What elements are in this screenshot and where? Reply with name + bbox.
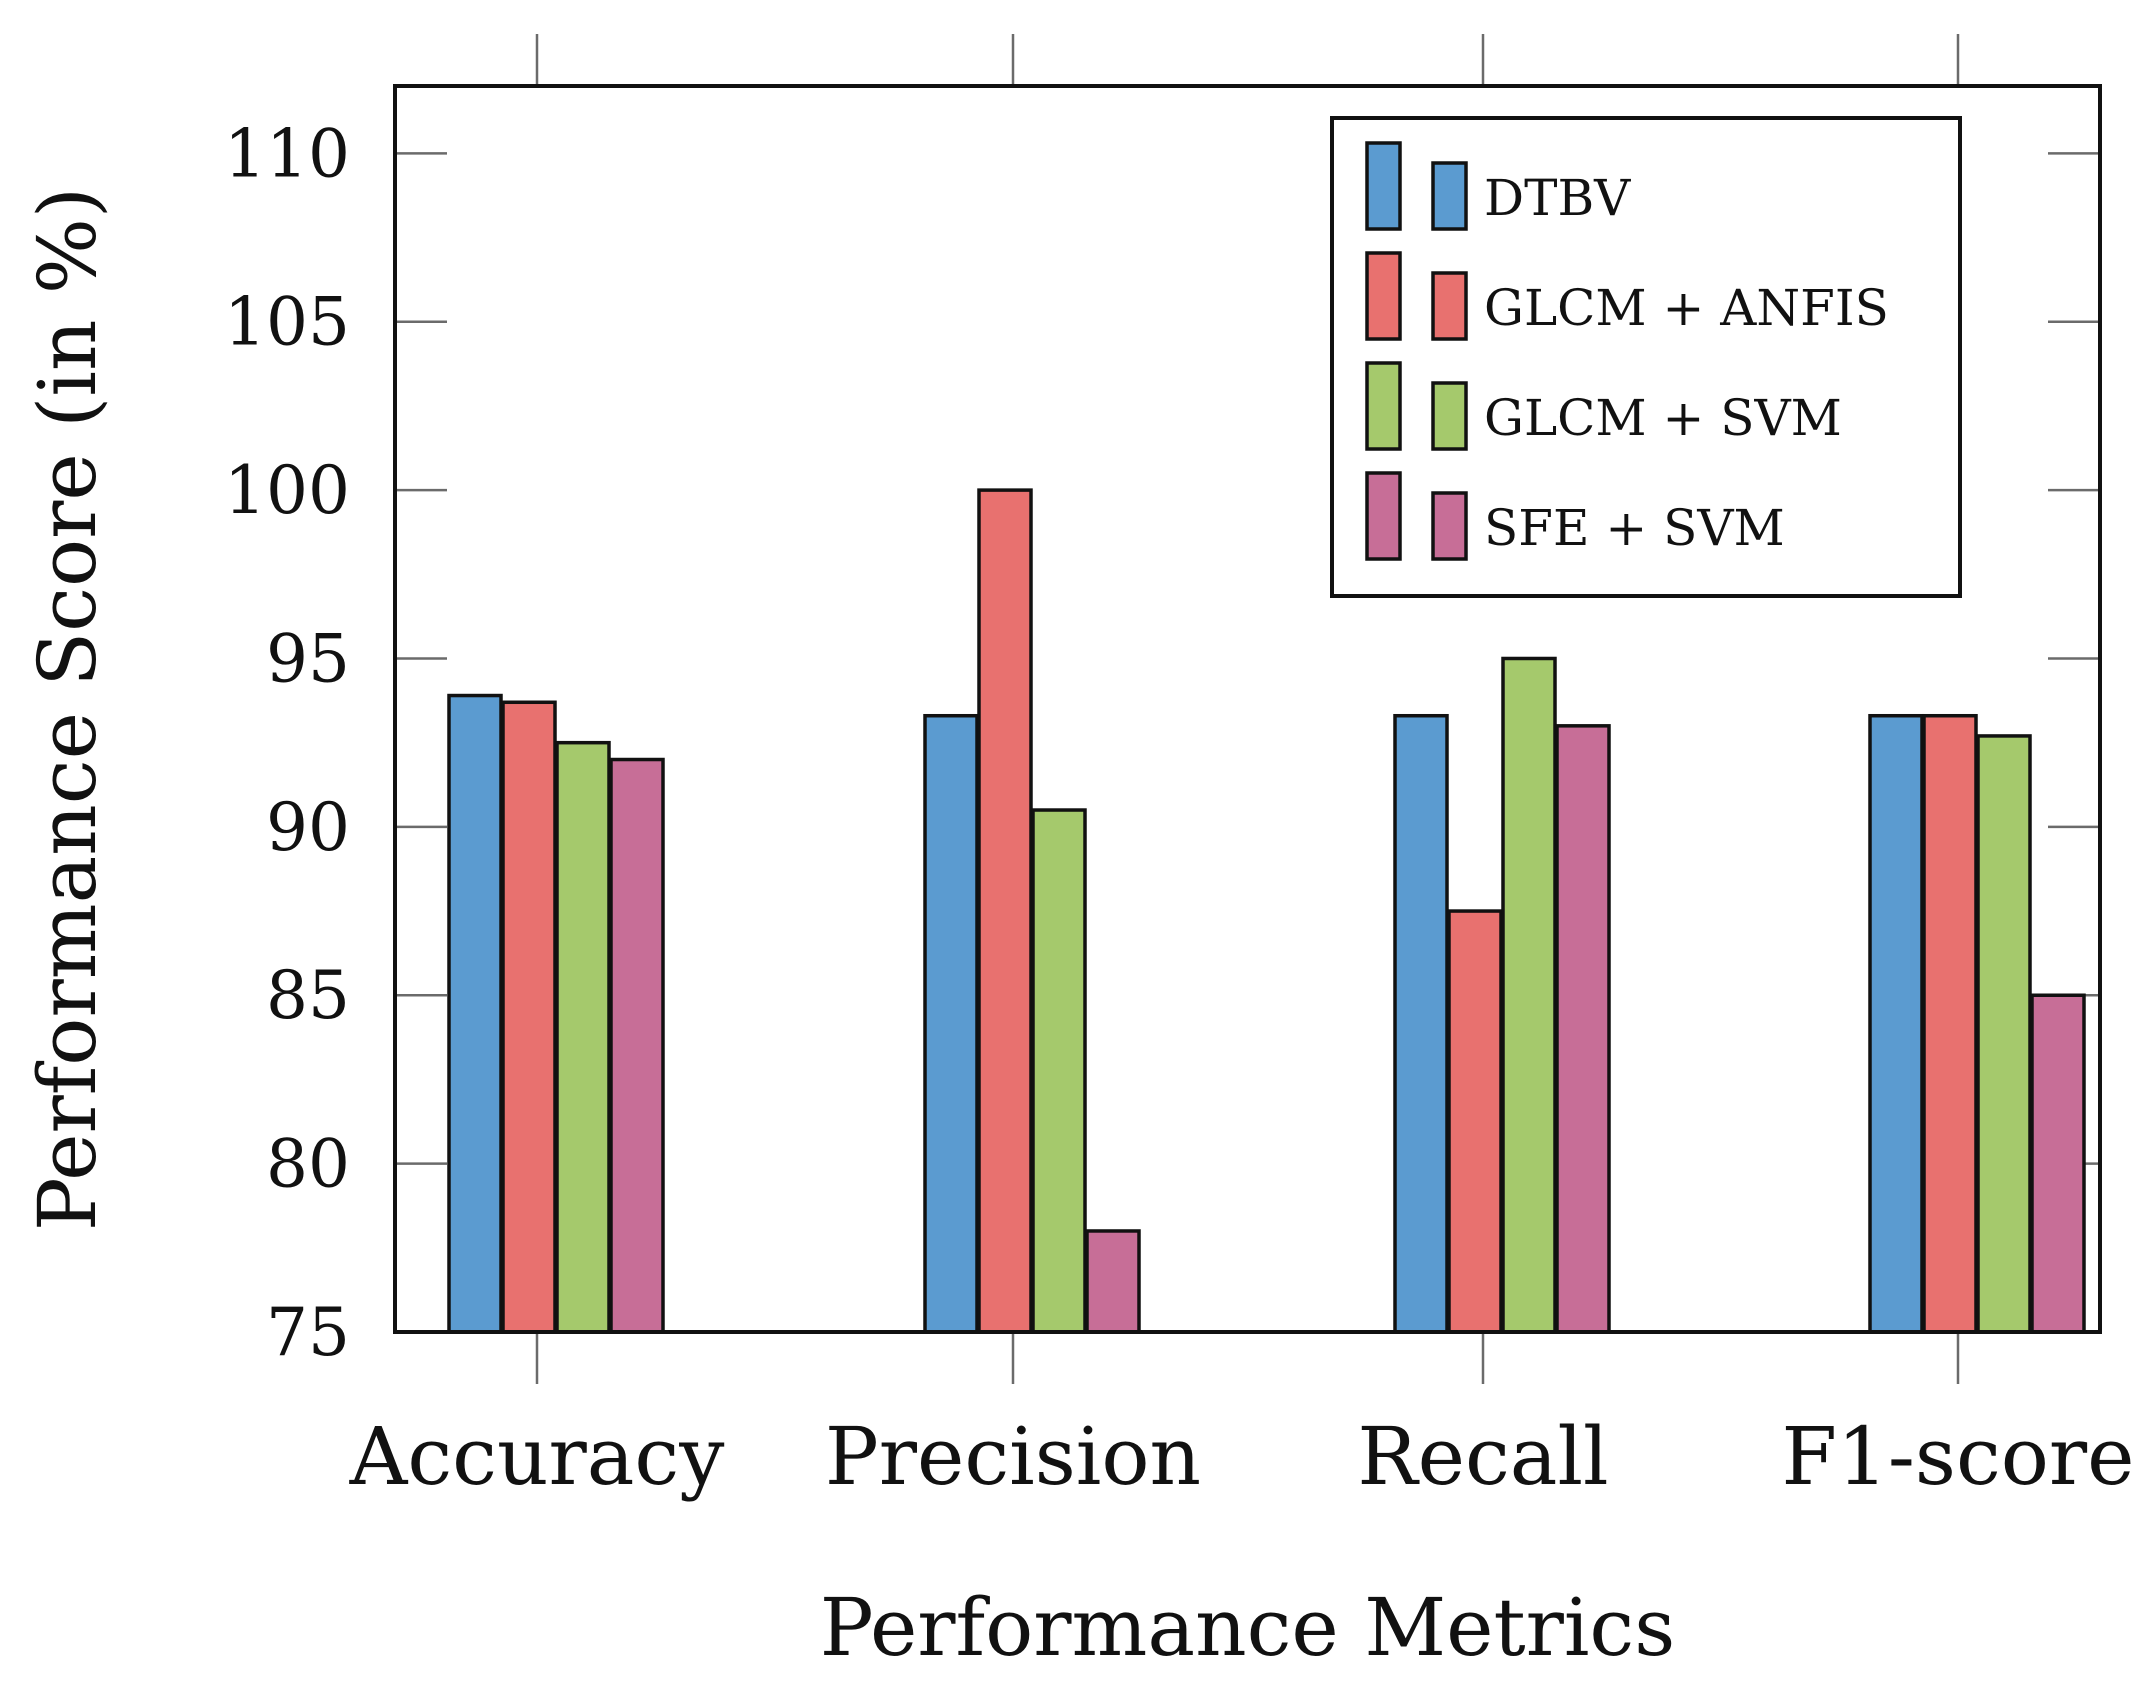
bar-glcm-anfis-accuracy (501, 700, 557, 1334)
bar-dtbv-accuracy (447, 693, 503, 1334)
y-tick-label: 100 (224, 452, 350, 529)
bar-dtbv-precision (923, 713, 979, 1334)
y-tick-label: 95 (266, 620, 350, 697)
bar-sfe-svm-recall (1555, 724, 1611, 1334)
legend-label: GLCM + ANFIS (1484, 279, 1889, 337)
y-tick-label: 105 (224, 284, 350, 361)
bars (447, 488, 2086, 1334)
y-axis-title: Performance Score (in %) (21, 187, 114, 1231)
bar-glcm-svm-precision (1031, 808, 1087, 1334)
x-tick-label: F1-score (1781, 1410, 2134, 1503)
plot-frame (393, 84, 2102, 1334)
x-axis-tick-labels: Accuracy Precision Recall F1-score (349, 1410, 2135, 1503)
legend-swatch (1431, 491, 1468, 561)
legend-label: SFE + SVM (1484, 499, 1785, 557)
bar-glcm-svm-accuracy (555, 740, 611, 1334)
bar-glcm-anfis-precision (977, 488, 1033, 1334)
bar-dtbv-f1-score (1868, 713, 1924, 1334)
bar-glcm-svm-f1-score (1976, 734, 2032, 1334)
bar-sfe-svm-precision (1085, 1229, 1141, 1334)
bar-sfe-svm-accuracy (609, 757, 665, 1334)
legend: DTBV GLCM + ANFIS GLCM + SVM SFE + SVM (1330, 116, 1962, 598)
y-tick-label: 75 (266, 1294, 350, 1371)
bar-glcm-anfis-recall (1447, 909, 1503, 1334)
legend-label: DTBV (1484, 169, 1631, 227)
legend-label: GLCM + SVM (1484, 389, 1842, 447)
bar-glcm-svm-recall (1501, 656, 1557, 1334)
bar-glcm-anfis-f1-score (1922, 713, 1978, 1334)
legend-swatch (1365, 251, 1402, 341)
y-tick-label: 90 (266, 789, 350, 866)
y-tick-label: 110 (224, 115, 350, 192)
legend-swatch (1431, 381, 1468, 451)
legend-swatch (1431, 161, 1468, 231)
y-tick-label: 80 (266, 1126, 350, 1203)
x-tick-label: Recall (1357, 1410, 1608, 1503)
legend-swatch (1365, 471, 1402, 561)
x-axis-title: Performance Metrics (820, 1581, 1676, 1674)
legend-swatch (1365, 141, 1402, 231)
legend-swatch (1365, 361, 1402, 451)
y-axis-tick-labels: 75 80 85 90 95 100 105 110 (224, 115, 350, 1371)
x-tick-label: Accuracy (349, 1410, 725, 1503)
legend-swatch (1431, 271, 1468, 341)
bar-sfe-svm-f1-score (2030, 993, 2086, 1334)
x-tick-label: Precision (825, 1410, 1201, 1503)
y-tick-label: 85 (266, 957, 350, 1034)
bar-dtbv-recall (1393, 713, 1449, 1334)
